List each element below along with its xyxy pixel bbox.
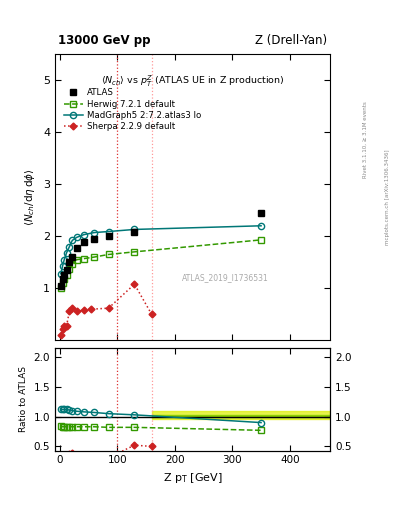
- Y-axis label: $\langle N_{ch}/\mathrm{d}\eta\,\mathrm{d}\phi\rangle$: $\langle N_{ch}/\mathrm{d}\eta\,\mathrm{…: [24, 168, 37, 226]
- Text: 13000 GeV pp: 13000 GeV pp: [58, 34, 150, 47]
- X-axis label: Z p$_\mathrm{T}$ [GeV]: Z p$_\mathrm{T}$ [GeV]: [163, 471, 222, 485]
- Text: ATLAS_2019_I1736531: ATLAS_2019_I1736531: [182, 273, 269, 282]
- Legend: ATLAS, Herwig 7.2.1 default, MadGraph5 2:7.2.atlas3 lo, Sherpa 2.2.9 default: ATLAS, Herwig 7.2.1 default, MadGraph5 2…: [62, 87, 203, 133]
- Text: mcplots.cern.ch [arXiv:1306.3436]: mcplots.cern.ch [arXiv:1306.3436]: [385, 150, 389, 245]
- Y-axis label: Ratio to ATLAS: Ratio to ATLAS: [19, 367, 28, 432]
- Text: Z (Drell-Yan): Z (Drell-Yan): [255, 34, 327, 47]
- Text: $\langle N_{ch}\rangle$ vs $p_T^Z$ (ATLAS UE in Z production): $\langle N_{ch}\rangle$ vs $p_T^Z$ (ATLA…: [101, 74, 285, 89]
- Text: Rivet 3.1.10, ≥ 3.1M events: Rivet 3.1.10, ≥ 3.1M events: [363, 101, 368, 178]
